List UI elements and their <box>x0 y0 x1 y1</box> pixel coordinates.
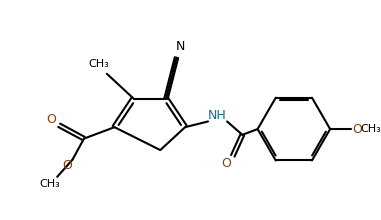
Text: O: O <box>221 157 231 170</box>
Text: CH₃: CH₃ <box>361 124 381 134</box>
Text: CH₃: CH₃ <box>39 180 60 189</box>
Text: N: N <box>176 40 185 53</box>
Text: CH₃: CH₃ <box>89 59 110 69</box>
Text: NH: NH <box>208 109 227 122</box>
Text: O: O <box>46 113 56 126</box>
Text: O: O <box>62 159 72 172</box>
Text: O: O <box>352 123 362 136</box>
